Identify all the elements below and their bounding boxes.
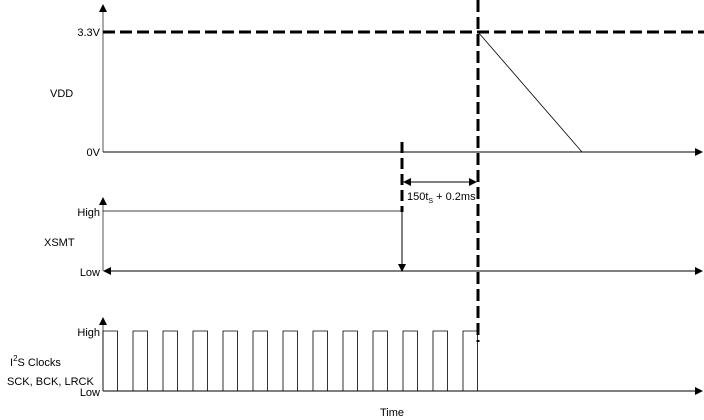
vdd-ramp-down xyxy=(477,31,583,153)
xsmt-signal: High Low XSMT xyxy=(44,197,703,279)
xsmt-name: XSMT xyxy=(44,237,75,249)
xsmt-high-label: High xyxy=(77,207,100,219)
vdd-signal: 3.3V 0V VDD xyxy=(50,4,704,159)
vdd-low-label: 0V xyxy=(87,147,101,159)
i2s-name: I2S Clocks xyxy=(10,354,61,369)
i2s-low-label: Low xyxy=(80,387,100,399)
i2s-high-label: High xyxy=(77,327,100,339)
i2s-clock-pulses xyxy=(102,330,478,392)
vdd-name: VDD xyxy=(50,88,73,100)
i2s-name-line2: SCK, BCK, LRCK xyxy=(7,376,94,388)
xsmt-low-label: Low xyxy=(80,267,100,279)
i2s-signal: High Low I2S Clocks SCK, BCK, LRCK xyxy=(7,317,703,399)
vdd-high-label: 3.3V xyxy=(77,27,100,39)
timing-interval-label: 150tS + 0.2ms xyxy=(407,191,476,205)
x-axis-label: Time xyxy=(380,407,404,419)
